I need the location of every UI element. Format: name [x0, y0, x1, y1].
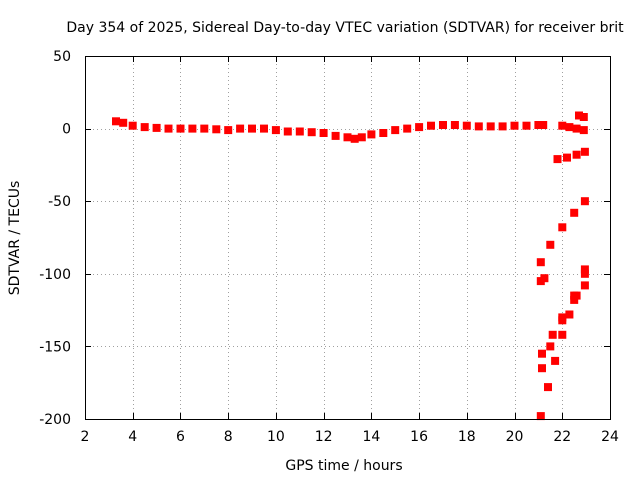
data-point [391, 126, 400, 135]
x-tick-label: 12 [315, 429, 333, 445]
data-point [319, 129, 328, 137]
data-point [307, 128, 316, 137]
data-point [580, 265, 589, 274]
y-tick-label: -150 [39, 339, 71, 355]
data-point [379, 129, 388, 137]
data-point [128, 121, 137, 130]
y-tick-label: -50 [48, 194, 71, 210]
x-tick-labels: 2 4 6 8 10 12 14 16 18 20 22 24 [81, 429, 619, 445]
data-point [580, 269, 589, 278]
data-point [367, 130, 376, 139]
data-point [200, 124, 209, 133]
data-point [546, 240, 555, 249]
data-point [579, 113, 588, 121]
x-tick-label: 2 [81, 429, 90, 445]
data-point [152, 123, 161, 132]
data-point [565, 310, 574, 319]
data-point [563, 153, 571, 162]
data-point [558, 330, 567, 339]
x-tick-label: 24 [601, 429, 619, 445]
x-tick-label: 20 [506, 429, 524, 445]
data-point [119, 118, 128, 127]
data-points [112, 111, 589, 421]
axis-ticks [85, 56, 611, 420]
data-point [546, 342, 555, 351]
data-point [580, 147, 589, 156]
data-point [260, 124, 268, 133]
data-point [271, 126, 280, 135]
data-point [558, 316, 567, 325]
data-point [486, 122, 495, 131]
data-point [572, 150, 581, 159]
x-tick-label: 8 [224, 429, 233, 445]
data-point [570, 295, 579, 304]
x-tick-label: 14 [362, 429, 380, 445]
data-point [188, 124, 197, 133]
data-point [580, 197, 589, 206]
chart-title: Day 354 of 2025, Sidereal Day-to-day VTE… [66, 20, 624, 36]
data-point [331, 131, 340, 140]
data-point [534, 121, 543, 129]
data-point [551, 356, 560, 365]
y-tick-label: 0 [62, 122, 71, 138]
data-point [350, 134, 359, 143]
data-point [522, 121, 531, 130]
data-point [248, 124, 256, 133]
data-point [539, 121, 548, 129]
data-point [357, 133, 366, 142]
data-point [415, 123, 424, 132]
data-point [343, 133, 352, 142]
data-point [579, 126, 588, 135]
y-tick-label: -200 [39, 412, 71, 428]
x-tick-label: 6 [176, 429, 185, 445]
data-point [540, 274, 549, 283]
data-point [570, 208, 579, 217]
data-point [572, 291, 581, 300]
data-point [403, 124, 412, 133]
data-point [536, 412, 545, 421]
x-axis-label: GPS time / hours [285, 458, 402, 474]
plot-frame [85, 56, 611, 420]
data-point [553, 155, 562, 164]
y-tick-label: 50 [53, 49, 71, 65]
x-tick-label: 16 [410, 429, 428, 445]
grid [85, 56, 610, 419]
x-tick-label: 22 [553, 429, 571, 445]
data-point [548, 330, 557, 339]
data-point [538, 364, 546, 373]
data-point [462, 121, 471, 130]
y-tick-labels: -200 -150 -100 -50 0 50 [39, 49, 71, 428]
y-axis-label: SDTVAR / TECUs [7, 181, 23, 296]
data-point [580, 281, 589, 290]
data-point [295, 127, 304, 136]
data-point [538, 349, 546, 358]
data-point [510, 121, 519, 130]
y-tick-label: -100 [39, 267, 71, 283]
data-point [558, 223, 567, 232]
data-point [450, 121, 459, 129]
data-point [558, 121, 567, 130]
data-point [572, 124, 581, 133]
x-tick-label: 4 [128, 429, 137, 445]
data-point [439, 121, 447, 129]
data-point [212, 125, 221, 134]
data-point [498, 122, 507, 131]
data-point [236, 124, 245, 133]
data-point [427, 121, 435, 130]
data-point [565, 123, 574, 132]
data-point [283, 127, 292, 136]
data-point [544, 383, 552, 392]
x-tick-label: 10 [267, 429, 285, 445]
x-tick-label: 18 [458, 429, 476, 445]
data-point [575, 111, 583, 120]
data-point [474, 122, 483, 131]
data-point [536, 258, 545, 267]
data-point [224, 126, 233, 135]
data-point [164, 124, 173, 133]
data-point [112, 117, 120, 126]
data-point [176, 124, 185, 133]
data-point [140, 123, 149, 132]
